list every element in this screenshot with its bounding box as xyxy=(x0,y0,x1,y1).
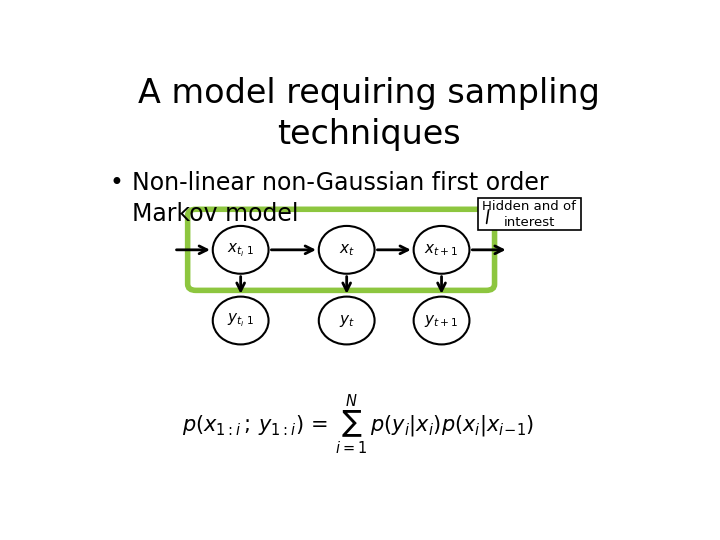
Text: $y_{t+1}$: $y_{t+1}$ xyxy=(424,313,459,328)
Ellipse shape xyxy=(319,226,374,274)
Ellipse shape xyxy=(414,226,469,274)
Text: A model requiring sampling
techniques: A model requiring sampling techniques xyxy=(138,77,600,151)
Text: $p(x_{1:i}\,;\,y_{1:i})$$\,=\,$$\sum_{i=1}^{N}$$\,p(y_i|x_i)p(x_i|x_{i\!-\!1})$: $p(x_{1:i}\,;\,y_{1:i})$$\,=\,$$\sum_{i=… xyxy=(181,393,534,456)
Ellipse shape xyxy=(319,296,374,345)
Text: Non-linear non-Gaussian first order
Markov model: Non-linear non-Gaussian first order Mark… xyxy=(132,171,549,226)
Ellipse shape xyxy=(414,296,469,345)
Text: $x_t$: $x_t$ xyxy=(338,242,355,258)
Text: $y_{t_i\ 1}$: $y_{t_i\ 1}$ xyxy=(227,312,254,329)
Text: •: • xyxy=(109,171,123,195)
Ellipse shape xyxy=(213,226,269,274)
Text: Hidden and of
interest: Hidden and of interest xyxy=(482,200,577,228)
Text: $x_{t+1}$: $x_{t+1}$ xyxy=(424,242,459,258)
FancyBboxPatch shape xyxy=(478,198,581,230)
Ellipse shape xyxy=(213,296,269,345)
Text: $x_{t_i\ 1}$: $x_{t_i\ 1}$ xyxy=(227,241,254,259)
Text: $y_t$: $y_t$ xyxy=(338,313,355,328)
